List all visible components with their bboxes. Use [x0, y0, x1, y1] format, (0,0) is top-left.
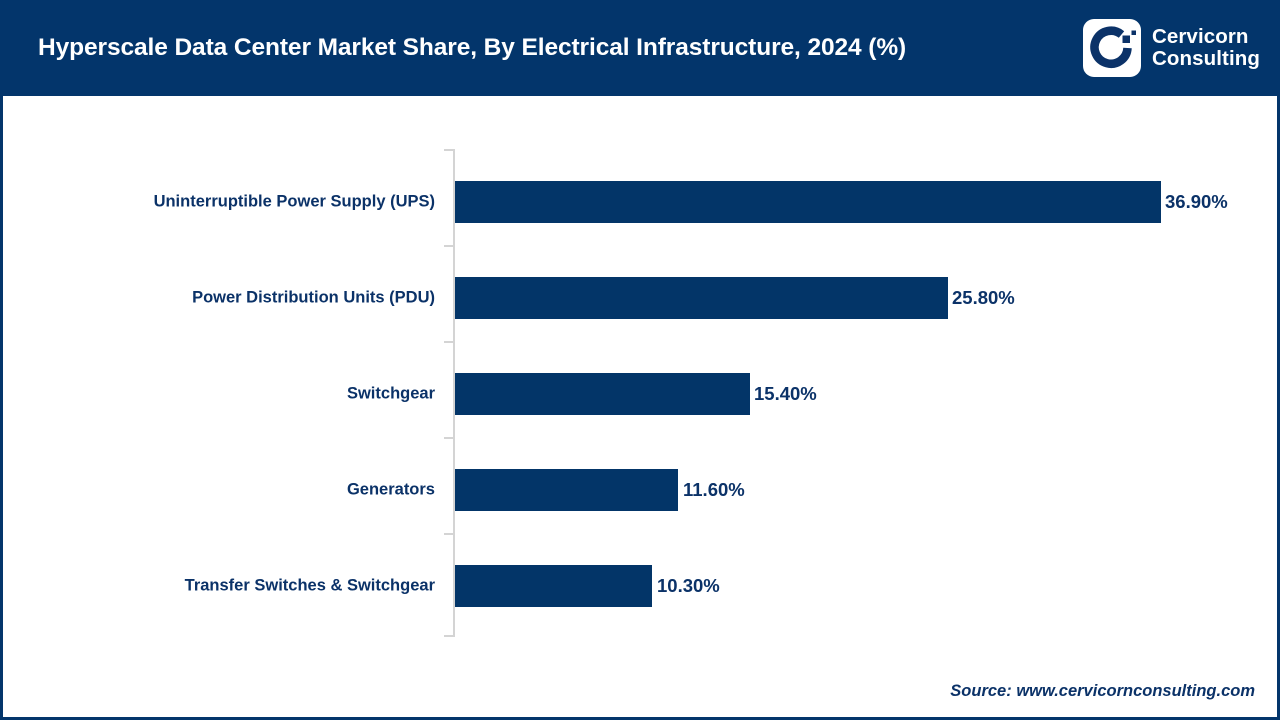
axis-tick [444, 341, 454, 343]
bar-value-label: 10.30% [657, 575, 720, 596]
table-row: Uninterruptible Power Supply (UPS) 36.90… [3, 181, 1277, 223]
axis-tick [444, 437, 454, 439]
axis-tick [444, 245, 454, 247]
chart-plot-area: Uninterruptible Power Supply (UPS) 36.90… [3, 99, 1277, 717]
brand-name: Cervicorn Consulting [1151, 25, 1260, 70]
bar-value-label: 36.90% [1165, 191, 1228, 212]
bar[interactable] [455, 277, 948, 319]
table-row: Power Distribution Units (PDU) 25.80% [3, 277, 1277, 319]
category-label: Transfer Switches & Switchgear [184, 576, 435, 595]
page-title: Hyperscale Data Center Market Share, By … [38, 34, 907, 61]
bar[interactable] [455, 469, 678, 511]
category-label: Power Distribution Units (PDU) [192, 288, 435, 307]
table-row: Transfer Switches & Switchgear 10.30% [3, 565, 1277, 607]
category-label: Switchgear [346, 384, 435, 403]
bar-value-label: 25.80% [952, 287, 1015, 308]
bar[interactable] [455, 373, 750, 415]
bar-value-label: 15.40% [754, 383, 817, 404]
header-band: Hyperscale Data Center Market Share, By … [3, 3, 1277, 96]
category-label: Generators [346, 480, 435, 499]
axis-tick [444, 533, 454, 535]
bar[interactable] [455, 565, 652, 607]
axis-tick [444, 635, 454, 637]
brand-lockup: Cervicorn Consulting [1082, 19, 1260, 77]
bar-value-label: 11.60% [683, 479, 745, 500]
table-row: Switchgear 15.40% [3, 373, 1277, 415]
cervicorn-c-pixel-logo-icon [1082, 19, 1141, 77]
axis-tick [444, 149, 454, 151]
category-axis-line [453, 149, 455, 637]
category-label: Uninterruptible Power Supply (UPS) [153, 192, 435, 211]
bar[interactable] [455, 181, 1161, 223]
table-row: Generators 11.60% [3, 469, 1277, 511]
source-note: Source: www.cervicornconsulting.com [950, 682, 1255, 700]
